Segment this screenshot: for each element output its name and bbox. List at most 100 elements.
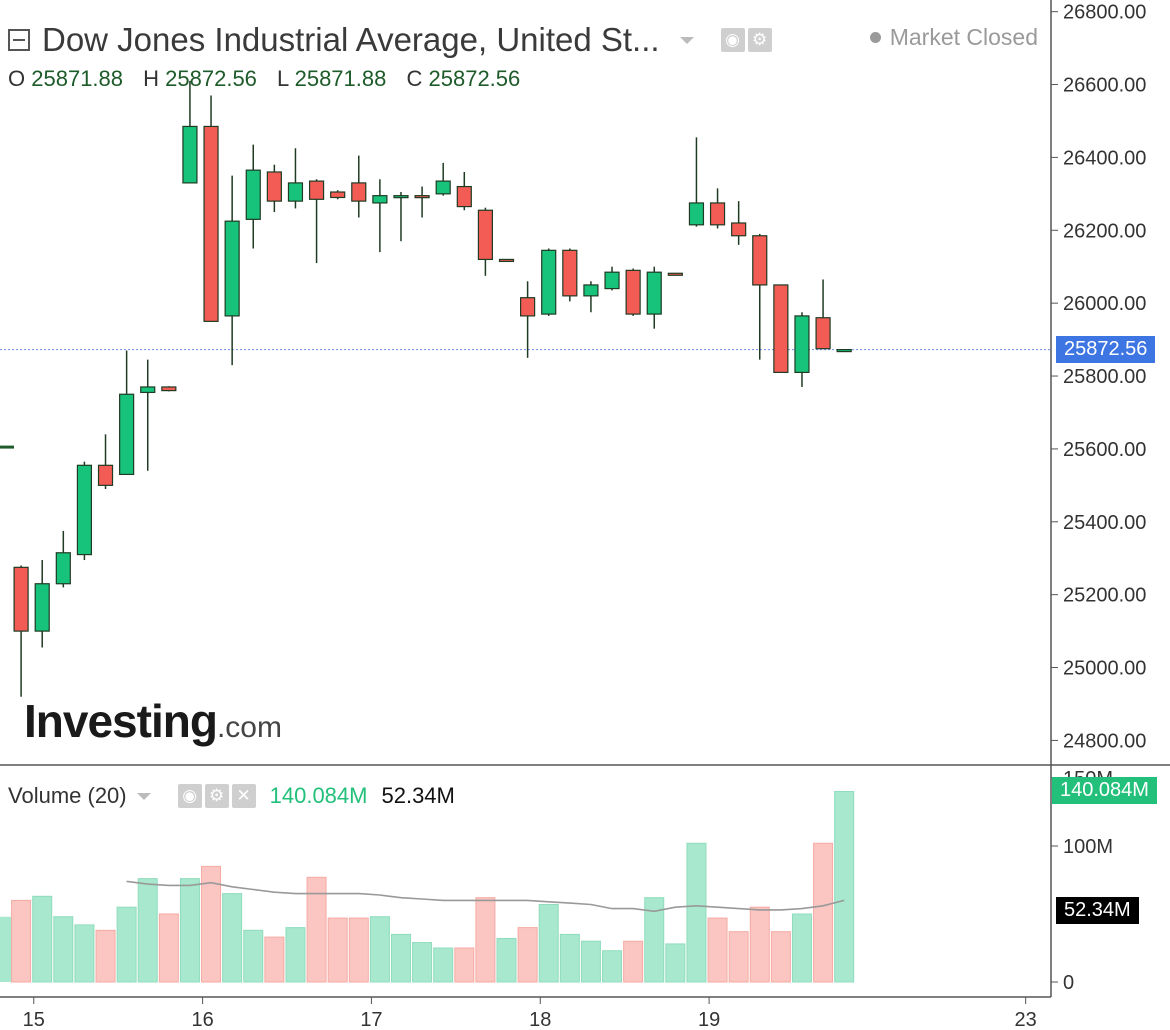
volume-bar: [834, 790, 855, 983]
candle: [161, 386, 177, 392]
volume-bar: [644, 897, 665, 983]
ohlc-close-value: 25872.56: [428, 66, 521, 91]
collapse-icon[interactable]: [8, 29, 30, 51]
candle-body: [815, 317, 831, 350]
volume-bar: [11, 899, 32, 983]
volume-bar: [306, 876, 327, 983]
candle-body: [245, 169, 261, 220]
chart-title: Dow Jones Industrial Average, United St.…: [42, 21, 660, 58]
volume-tick-label: 0: [1063, 972, 1074, 994]
volume-bar: [53, 916, 74, 983]
candle-body: [13, 566, 29, 632]
candle-body: [541, 249, 557, 315]
candle-body: [836, 348, 852, 353]
price-tick-label: 26600.00: [1063, 75, 1146, 97]
candle: [97, 434, 114, 489]
chevron-down-icon[interactable]: [136, 792, 151, 800]
ohlc-low-label: L: [277, 66, 289, 91]
volume-bar: [348, 917, 369, 983]
time-tick-label: 17: [360, 1009, 382, 1030]
volume-bar: [559, 933, 580, 983]
candle-body: [414, 195, 430, 199]
candle: [541, 248, 557, 316]
volume-header: Volume (20) ◉ ⚙ ✕ 140.084M 52.34M: [8, 783, 455, 809]
candle-body: [604, 271, 620, 290]
volume-bar: [623, 940, 644, 983]
candle-body: [583, 284, 599, 297]
time-tick-label: 16: [191, 1009, 213, 1030]
volume-bar: [707, 917, 728, 983]
volume-bar: [264, 936, 285, 983]
volume-ma-line: [126, 880, 845, 913]
volume-bar: [95, 929, 116, 983]
volume-bar: [390, 933, 411, 983]
candle-body: [203, 125, 219, 322]
volume-bar: [222, 893, 243, 983]
gear-icon[interactable]: ⚙: [747, 28, 772, 52]
last-price-badge: 25872.56: [1056, 335, 1156, 363]
candle-body: [498, 258, 515, 263]
volume-bar: [770, 931, 791, 983]
candle: [287, 148, 304, 209]
ohlc-low-value: 25871.88: [294, 66, 387, 91]
close-icon[interactable]: ✕: [231, 784, 256, 808]
candle-body: [330, 191, 346, 199]
ohlc-high-label: H: [143, 66, 160, 91]
candle-body: [667, 272, 683, 276]
volume-series: [0, 790, 855, 983]
gear-icon[interactable]: ⚙: [204, 784, 229, 808]
candle-body: [287, 182, 304, 202]
candle-body: [520, 297, 536, 317]
candle-body: [688, 202, 705, 226]
ohlc-high-value: 25872.56: [165, 66, 257, 91]
price-tick-label: 25600.00: [1063, 439, 1146, 461]
candle: [435, 162, 451, 196]
volume-bar: [201, 865, 222, 983]
candle: [308, 179, 325, 264]
candle-body: [646, 271, 662, 315]
candle-body: [76, 464, 93, 556]
volume-bar: [32, 895, 53, 983]
price-tick-label: 26800.00: [1063, 2, 1146, 24]
volume-last-value: 140.084M: [269, 783, 368, 808]
candle-body: [794, 315, 810, 373]
candle-body: [562, 249, 578, 297]
candle-body: [34, 583, 50, 632]
candle: [752, 233, 768, 360]
eye-icon[interactable]: ◉: [720, 28, 745, 52]
candle: [182, 80, 198, 184]
candle-body: [393, 195, 409, 199]
volume-bar: [791, 913, 812, 983]
candle: [709, 188, 726, 229]
price-tick-label: 25800.00: [1063, 366, 1146, 388]
candle-body: [351, 182, 367, 202]
candle: [13, 565, 29, 697]
candle: [794, 312, 810, 387]
candle-body: [435, 180, 451, 195]
chevron-down-icon[interactable]: [679, 36, 694, 44]
investing-logo: Investing.com: [24, 694, 282, 748]
eye-icon[interactable]: ◉: [177, 784, 202, 808]
candle-body: [161, 386, 177, 392]
volume-label: Volume (20): [8, 783, 127, 808]
volume-bar: [327, 917, 348, 983]
volume-ma-value: 52.34M: [381, 783, 455, 808]
volume-bar: [285, 927, 306, 983]
volume-bar: [369, 916, 390, 983]
candle-body: [773, 284, 789, 373]
volume-bar: [74, 924, 95, 983]
volume-bar: [496, 937, 517, 983]
candle: [688, 137, 705, 227]
candle: [815, 279, 831, 350]
candle-body: [140, 386, 156, 394]
candle: [477, 207, 494, 276]
candle: [224, 175, 240, 366]
candle-body: [266, 171, 282, 202]
ohlc-open-value: 25871.88: [31, 66, 124, 91]
candle: [414, 186, 430, 218]
time-tick-label: 23: [1015, 1009, 1037, 1030]
volume-bar: [602, 950, 623, 983]
candle: [393, 192, 409, 242]
